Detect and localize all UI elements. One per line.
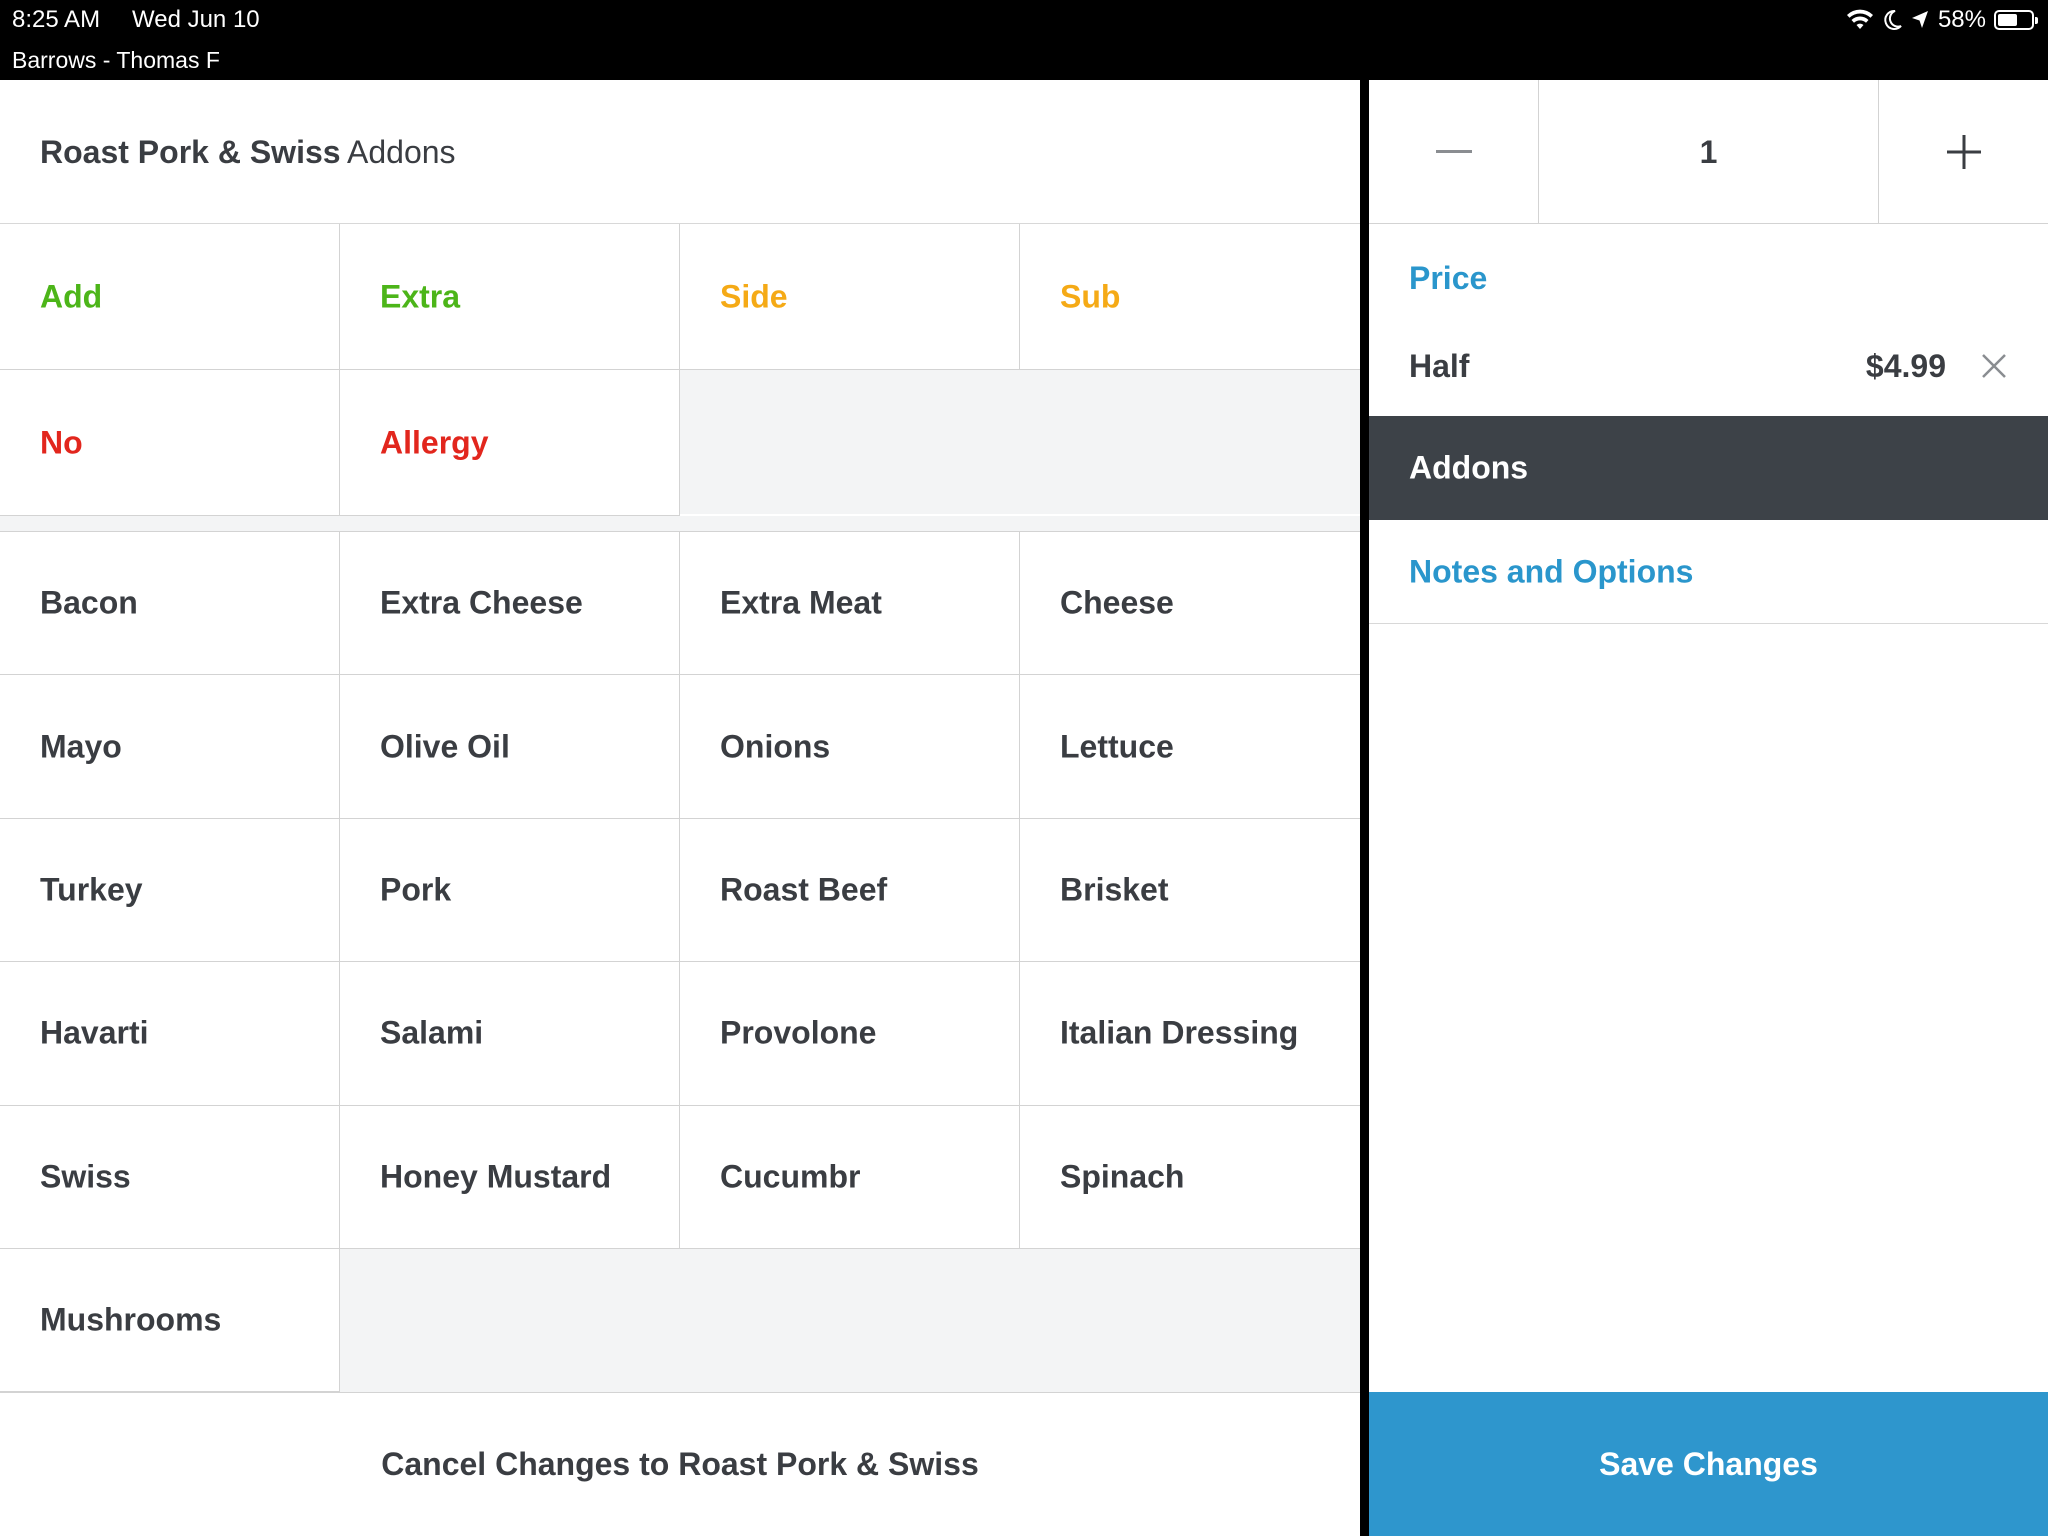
addon-item-button[interactable]: Mushrooms [0, 1249, 340, 1393]
notes-options-label: Notes and Options [1409, 553, 1694, 589]
addon-item-label: Pork [380, 871, 452, 908]
addons-grid: Bacon Extra Cheese Extra Meat Cheese Mayo Oli… [0, 532, 1360, 1393]
close-icon[interactable] [1978, 350, 2010, 382]
addon-item-button[interactable]: Brisket [1020, 818, 1360, 963]
addon-item-button[interactable]: Roast Beef [680, 818, 1020, 963]
addons-nav-label: Addons [1409, 449, 1529, 486]
wifi-icon [1846, 9, 1873, 29]
addon-item-button[interactable]: Cheese [1020, 532, 1360, 676]
addon-item-button[interactable]: Salami [340, 962, 680, 1106]
addons-nav-item[interactable]: Addons [1369, 416, 2048, 520]
minus-icon [1435, 150, 1472, 153]
addon-item-label: Onions [720, 728, 831, 765]
modifier-side-button[interactable]: Side [680, 224, 1020, 370]
addon-item-button[interactable]: Cucumbr [680, 1105, 1020, 1249]
addon-item-label: Turkey [40, 871, 143, 908]
modifier-allergy-button[interactable]: Allergy [340, 370, 680, 516]
modifier-add-button[interactable]: Add [0, 224, 340, 370]
battery-percent: 58% [1937, 6, 1986, 33]
empty-area [340, 1248, 1360, 1392]
section-name: Addons [347, 134, 456, 170]
location-arrow-icon [1911, 11, 1928, 28]
moon-icon [1884, 9, 1902, 30]
addon-item-label: Brisket [1060, 871, 1169, 908]
location-employee: Barrows - Thomas F [12, 47, 220, 73]
addon-item-label: Cucumbr [720, 1158, 861, 1195]
addon-item-button[interactable]: Spinach [1020, 1105, 1360, 1249]
selected-price-row: Half $4.99 [1369, 328, 2048, 416]
addon-item-label: Extra Cheese [380, 584, 583, 621]
modifier-label: Allergy [380, 424, 489, 460]
addons-panel: Roast Pork & Swiss Addons Add Extra Side… [0, 80, 1360, 1536]
price-variation-amount: $4.99 [1865, 348, 1946, 384]
battery-level [1998, 14, 2017, 26]
modifier-type-grid: Add Extra Side Sub No Allergy [0, 224, 1360, 516]
status-bar: 8:25 AM Wed Jun 10 Barrows - Thomas F 58… [0, 0, 2048, 80]
notes-options-nav-item[interactable]: Notes and Options [1369, 520, 2048, 624]
panel-divider [1360, 80, 1369, 1536]
quantity-value: 1 [1539, 80, 1879, 224]
addon-item-label: Olive Oil [380, 728, 510, 765]
modifier-label: Sub [1060, 278, 1121, 314]
addon-item-label: Havarti [40, 1014, 149, 1051]
plus-icon [1946, 135, 1981, 169]
addon-item-label: Italian Dressing [1060, 1014, 1299, 1051]
addon-item-label: Lettuce [1060, 728, 1174, 765]
modifier-label: Extra [380, 278, 461, 314]
modifier-extra-button[interactable]: Extra [340, 224, 680, 370]
item-header: Roast Pork & Swiss Addons [0, 80, 1360, 224]
modifier-sub-button[interactable]: Sub [1020, 224, 1360, 370]
save-changes-button[interactable]: Save Changes [1369, 1392, 2048, 1536]
item-name: Roast Pork & Swiss [40, 134, 341, 170]
modifier-no-button[interactable]: No [0, 370, 340, 516]
price-variation-name: Half [1409, 348, 1470, 384]
addon-item-button[interactable]: Mayo [0, 675, 340, 819]
section-divider [0, 516, 1360, 532]
decrease-quantity-button[interactable] [1369, 80, 1539, 224]
addon-item-button[interactable]: Pork [340, 818, 680, 963]
addon-item-label: Swiss [40, 1158, 131, 1195]
addon-item-button[interactable]: Extra Cheese [340, 532, 680, 676]
price-section-label[interactable]: Price [1409, 260, 1488, 296]
status-time: 8:25 AM [12, 6, 101, 33]
addon-item-button[interactable]: Olive Oil [340, 675, 680, 819]
addon-item-label: Bacon [40, 584, 138, 621]
addon-item-button[interactable]: Lettuce [1020, 675, 1360, 819]
battery-icon [1994, 10, 2038, 30]
addon-item-button[interactable]: Bacon [0, 532, 340, 676]
addon-item-button[interactable]: Swiss [0, 1105, 340, 1249]
cancel-changes-button[interactable]: Cancel Changes to Roast Pork & Swiss [0, 1392, 1360, 1536]
quantity-stepper: 1 [1369, 80, 2048, 224]
addon-item-label: Cheese [1060, 584, 1174, 621]
status-indicators: 58% [1846, 4, 2038, 36]
addon-item-label: Extra Meat [720, 584, 882, 621]
addon-item-button[interactable]: Havarti [0, 962, 340, 1106]
addon-item-button[interactable]: Provolone [680, 962, 1020, 1106]
addon-item-button[interactable]: Italian Dressing [1020, 962, 1360, 1106]
addon-item-label: Roast Beef [720, 871, 888, 908]
status-date: Wed Jun 10 [132, 6, 260, 33]
addon-item-label: Mayo [40, 728, 122, 765]
addon-item-button[interactable]: Onions [680, 675, 1020, 819]
addon-item-label: Mushrooms [40, 1301, 222, 1338]
addon-item-label: Provolone [720, 1014, 877, 1051]
addon-item-button[interactable]: Honey Mustard [340, 1105, 680, 1249]
save-changes-label: Save Changes [1599, 1445, 1818, 1482]
addon-item-button[interactable]: Turkey [0, 818, 340, 963]
addon-item-label: Salami [380, 1014, 484, 1051]
addon-item-label: Spinach [1060, 1158, 1185, 1195]
modifier-label: No [40, 424, 83, 460]
modifier-label: Side [720, 278, 788, 314]
cancel-changes-label: Cancel Changes to Roast Pork & Swiss [381, 1446, 979, 1482]
modifier-label: Add [40, 278, 103, 314]
increase-quantity-button[interactable] [1879, 80, 2048, 224]
empty-area [680, 370, 1360, 514]
addon-item-label: Honey Mustard [380, 1158, 612, 1195]
item-details-panel: 1 Price Half $4.99 Addons Notes and Opti… [1369, 80, 2048, 1536]
addon-item-button[interactable]: Extra Meat [680, 532, 1020, 676]
